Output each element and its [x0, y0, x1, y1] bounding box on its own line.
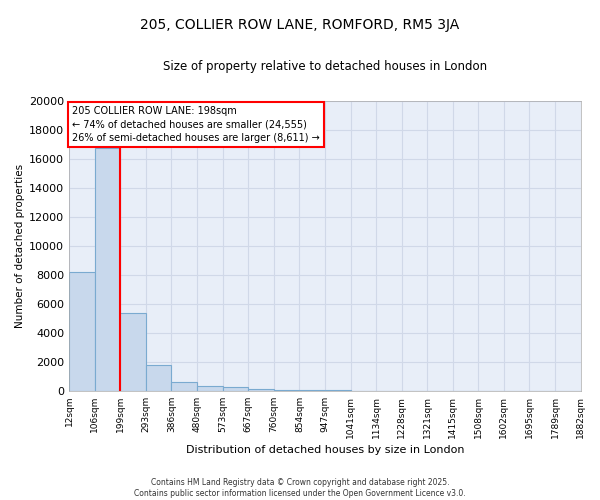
Bar — [248, 389, 274, 391]
Bar — [69, 272, 95, 391]
Bar — [120, 312, 146, 391]
Text: 205 COLLIER ROW LANE: 198sqm
← 74% of detached houses are smaller (24,555)
26% o: 205 COLLIER ROW LANE: 198sqm ← 74% of de… — [72, 106, 320, 143]
Y-axis label: Number of detached properties: Number of detached properties — [15, 164, 25, 328]
Bar — [197, 386, 223, 391]
Bar — [299, 390, 325, 391]
Title: Size of property relative to detached houses in London: Size of property relative to detached ho… — [163, 60, 487, 73]
Bar — [146, 365, 172, 391]
Bar — [95, 148, 120, 391]
Bar — [172, 382, 197, 391]
Bar — [274, 390, 299, 391]
X-axis label: Distribution of detached houses by size in London: Distribution of detached houses by size … — [185, 445, 464, 455]
Text: 205, COLLIER ROW LANE, ROMFORD, RM5 3JA: 205, COLLIER ROW LANE, ROMFORD, RM5 3JA — [140, 18, 460, 32]
Bar — [223, 388, 248, 391]
Text: Contains HM Land Registry data © Crown copyright and database right 2025.
Contai: Contains HM Land Registry data © Crown c… — [134, 478, 466, 498]
Bar — [325, 390, 350, 391]
